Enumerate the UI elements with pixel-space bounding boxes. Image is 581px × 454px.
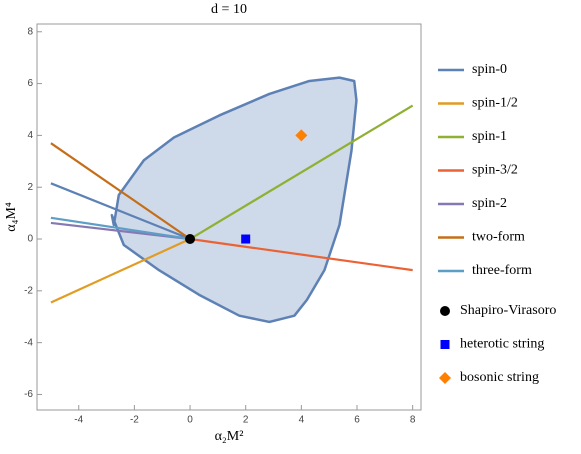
- marker: [440, 306, 450, 316]
- y-tick-label: -6: [24, 389, 33, 400]
- legend-label: spin-2: [472, 196, 507, 211]
- marker: [440, 340, 450, 349]
- x-tick-label: -4: [74, 415, 83, 426]
- region: [110, 76, 358, 324]
- series-line: [189, 104, 414, 240]
- marker: [439, 372, 451, 384]
- legend-label: spin-1/2: [472, 96, 518, 111]
- x-tick-label: 2: [243, 415, 249, 426]
- series-line: [50, 216, 191, 241]
- y-tick-label: 0: [27, 234, 33, 245]
- y-tick-label: 6: [27, 78, 33, 89]
- legend-label: two-form: [472, 230, 525, 245]
- x-tick-label: 4: [299, 415, 305, 426]
- legend-label: three-form: [472, 263, 532, 278]
- legend-label: Shapiro-Virasoro: [460, 303, 556, 318]
- marker: [241, 234, 251, 244]
- legend-label: spin-0: [472, 62, 507, 77]
- series-line: [50, 182, 191, 241]
- marker: [295, 129, 308, 142]
- plot-frame: [36, 23, 422, 411]
- y-tick-label: -2: [24, 285, 33, 296]
- series-line: [50, 142, 191, 240]
- y-tick-label: 4: [27, 130, 33, 141]
- y-axis-label: α₄M⁴: [4, 202, 19, 232]
- x-tick-label: 0: [187, 415, 193, 426]
- x-tick-label: 6: [354, 415, 360, 426]
- y-tick-label: 2: [27, 182, 33, 193]
- legend-label: spin-1: [472, 129, 507, 144]
- legend-label: bosonic string: [460, 370, 539, 385]
- series-line: [50, 238, 191, 304]
- chart-title: d = 10: [211, 2, 247, 17]
- y-tick-label: -4: [24, 337, 33, 348]
- marker: [185, 234, 196, 245]
- x-axis-label: α₂M²: [215, 429, 244, 444]
- x-tick-label: -2: [130, 415, 139, 426]
- legend-label: heterotic string: [460, 337, 544, 352]
- series-line: [189, 237, 413, 272]
- y-tick-label: 8: [27, 26, 33, 37]
- x-tick-label: 8: [410, 415, 416, 426]
- legend-label: spin-3/2: [472, 163, 518, 178]
